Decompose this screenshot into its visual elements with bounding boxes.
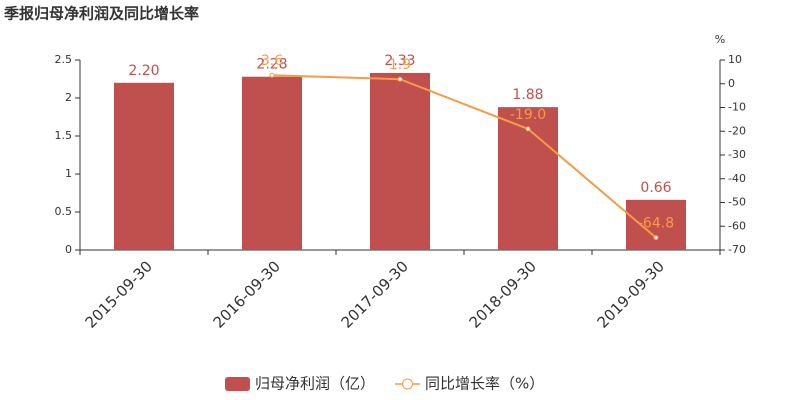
bar bbox=[626, 199, 686, 250]
y2-tick-label: 10 bbox=[728, 53, 742, 66]
y-tick-label: 1.5 bbox=[55, 129, 73, 142]
bar-value-label: 2.28 bbox=[256, 57, 287, 73]
y2-tick-label: -40 bbox=[728, 172, 746, 185]
line-point bbox=[653, 235, 659, 241]
legend-label: 同比增长率（%） bbox=[425, 375, 544, 393]
line-point bbox=[269, 72, 275, 78]
line-point bbox=[397, 76, 403, 82]
bar-value-label: 0.66 bbox=[640, 180, 671, 196]
y2-tick-label: 0 bbox=[728, 77, 735, 90]
y2-axis-label: % bbox=[715, 33, 725, 46]
y2-tick-label: -10 bbox=[728, 101, 746, 114]
bar-value-label: 2.33 bbox=[384, 53, 415, 69]
y2-tick-label: -60 bbox=[728, 219, 746, 232]
bar bbox=[370, 72, 430, 250]
x-tick-label: 2019-09-30 bbox=[594, 257, 668, 331]
x-tick-label: 2015-09-30 bbox=[82, 257, 156, 331]
y2-tick-label: -70 bbox=[728, 243, 746, 256]
chart-title: 季报归母净利润及同比增长率 bbox=[4, 5, 199, 23]
legend-swatch bbox=[225, 377, 250, 391]
bar-value-label: 2.20 bbox=[128, 63, 159, 79]
bar bbox=[114, 82, 174, 250]
y-tick-label: 0 bbox=[65, 243, 72, 256]
line-value-label: 3.6 bbox=[261, 53, 283, 69]
bar bbox=[242, 76, 302, 250]
y-tick-label: 1 bbox=[65, 167, 72, 180]
x-tick-label: 2017-09-30 bbox=[338, 257, 412, 331]
line-value-label: -19.0 bbox=[510, 107, 546, 123]
y-tick-label: 2.5 bbox=[55, 53, 73, 66]
y2-tick-label: -50 bbox=[728, 196, 746, 209]
legend-swatch bbox=[402, 378, 414, 390]
y-tick-label: 0.5 bbox=[55, 205, 73, 218]
line-value-label: -64.8 bbox=[638, 216, 674, 232]
line-point bbox=[525, 126, 531, 132]
y2-tick-label: -30 bbox=[728, 148, 746, 161]
x-tick-label: 2018-09-30 bbox=[466, 257, 540, 331]
line bbox=[271, 74, 657, 239]
x-tick-label: 2016-09-30 bbox=[210, 257, 284, 331]
bar-value-label: 1.88 bbox=[512, 87, 543, 103]
legend-label: 归母净利润（亿） bbox=[255, 375, 375, 393]
line-value-label: 1.9 bbox=[389, 57, 411, 73]
y2-tick-label: -20 bbox=[728, 124, 746, 137]
y-tick-label: 2 bbox=[65, 91, 72, 104]
